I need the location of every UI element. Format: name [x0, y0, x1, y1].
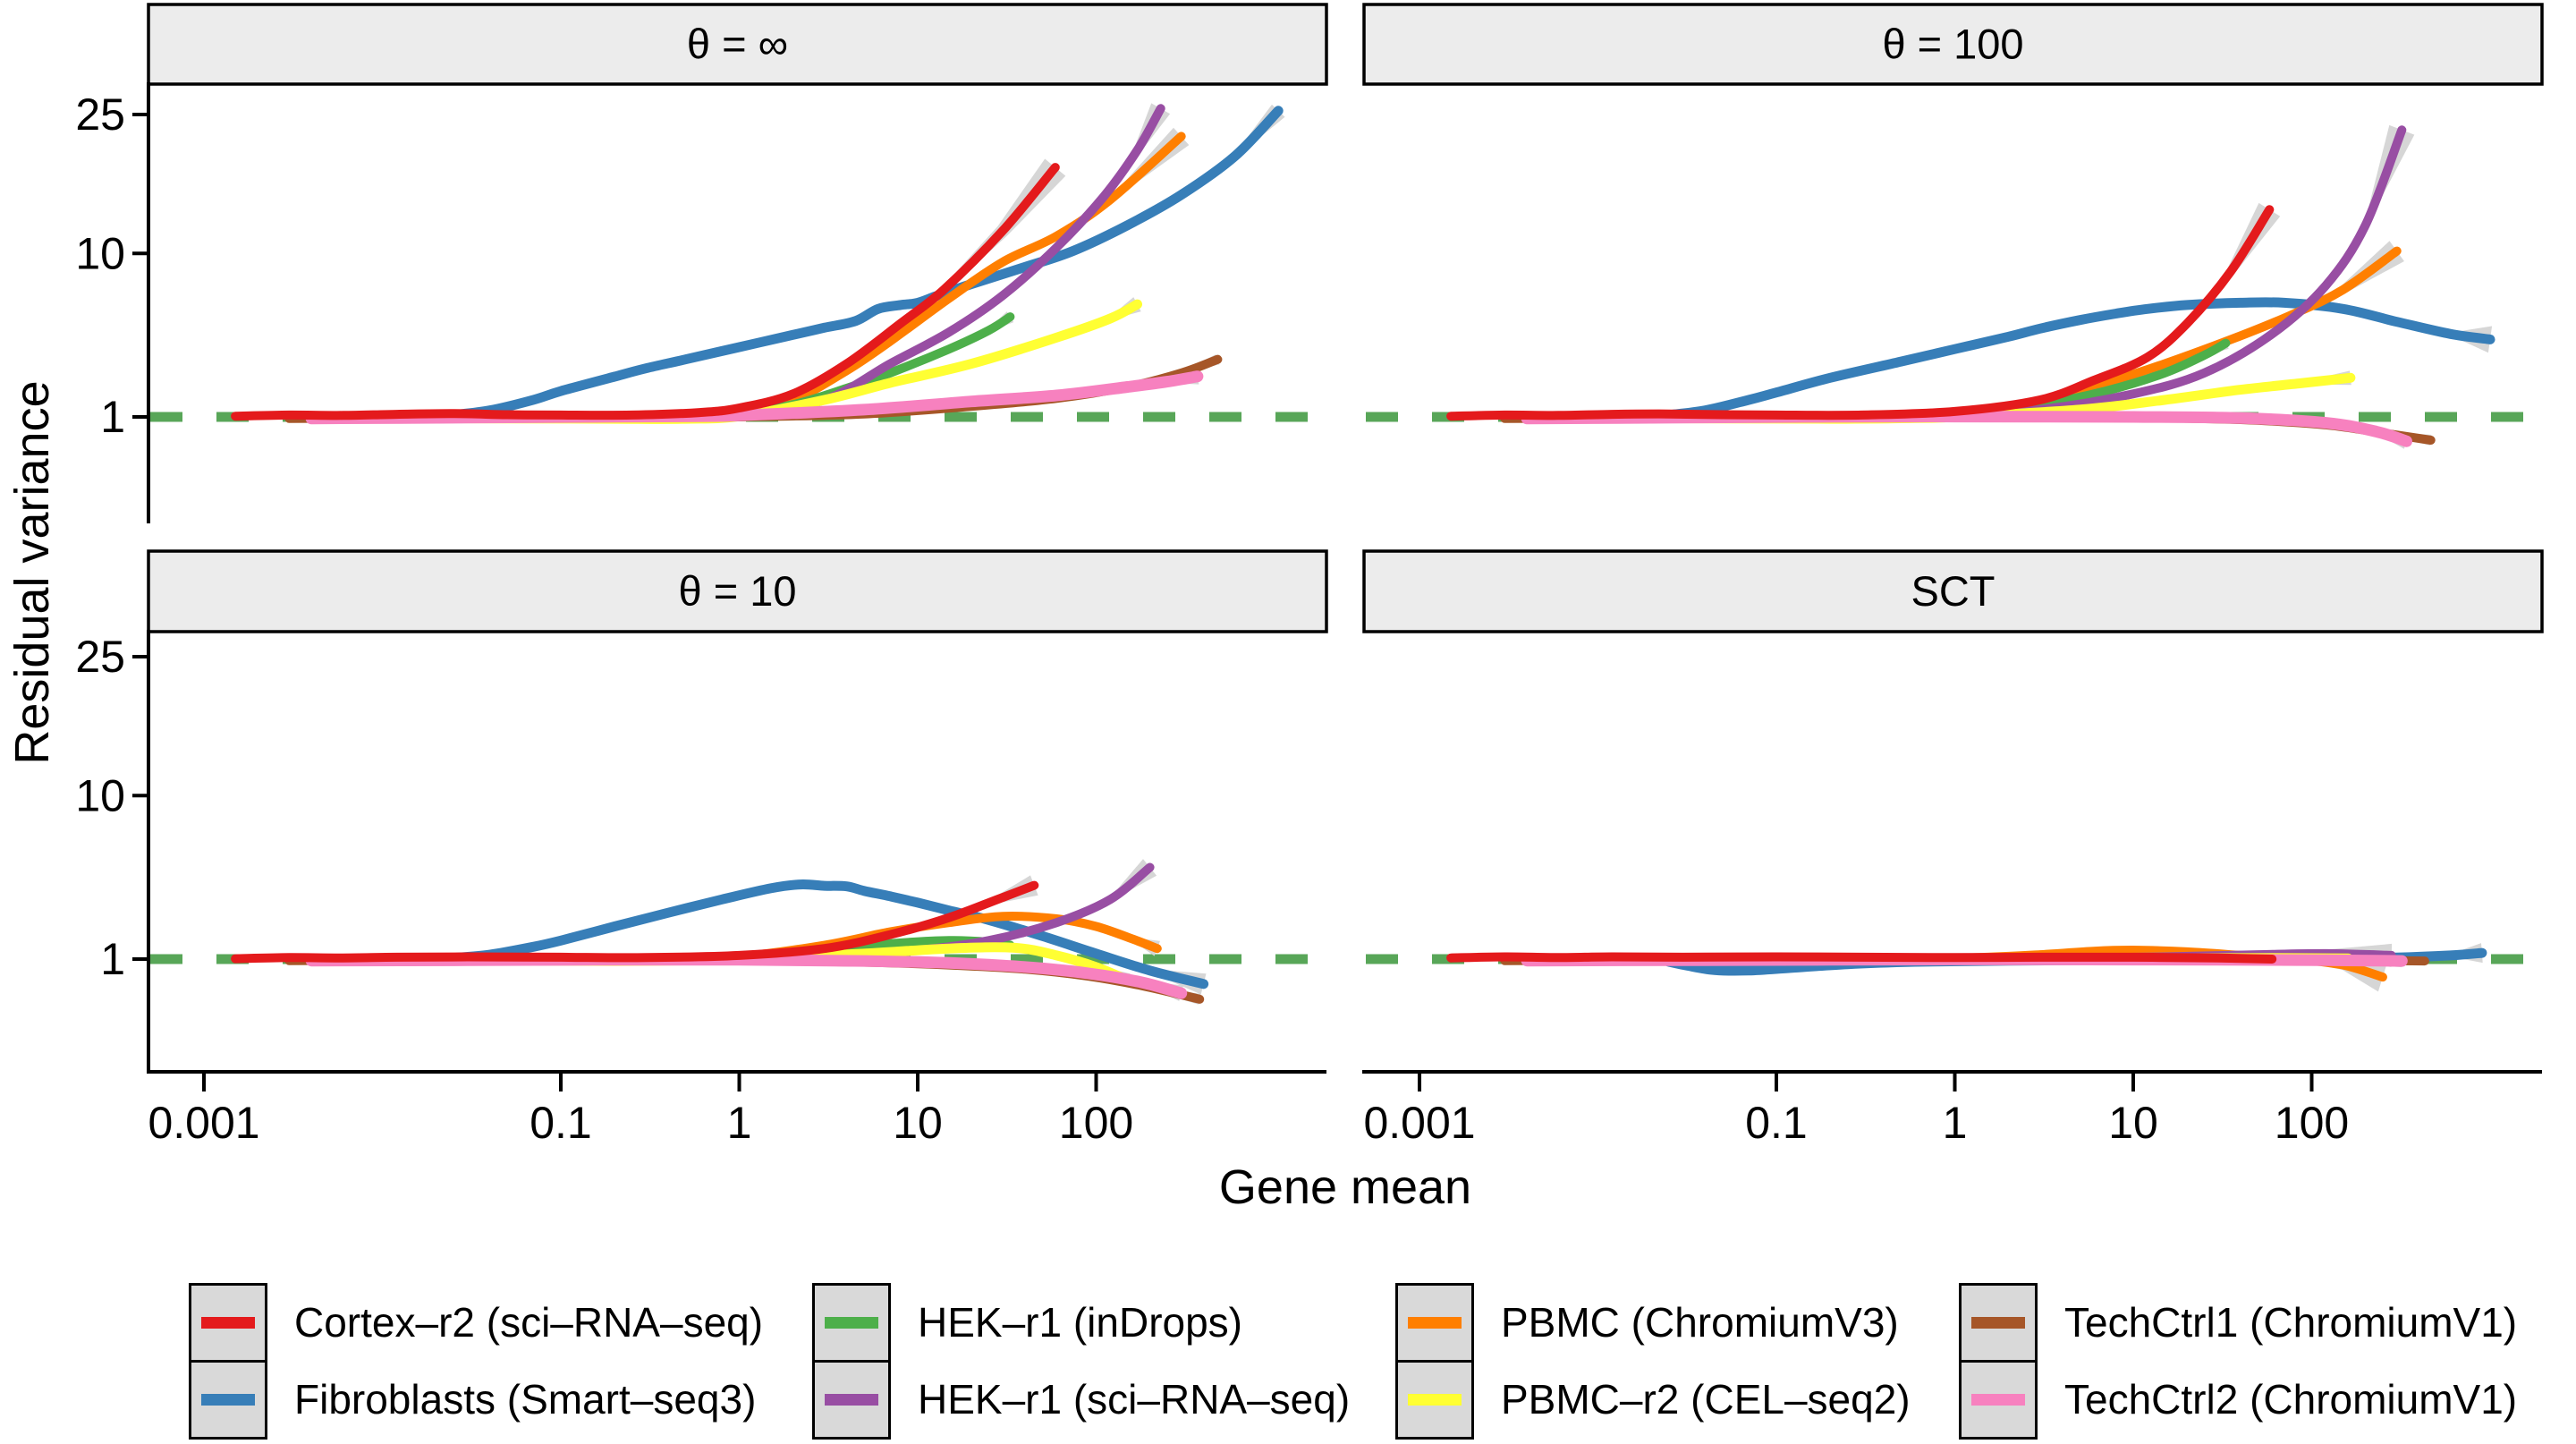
panel-sct	[1366, 943, 2540, 992]
y-tick-label-theta-10-0: 25	[75, 632, 125, 682]
panel-theta-10	[150, 859, 1325, 1005]
facet-strip-theta-100	[1362, 3, 2544, 86]
curve-hek_sci-theta-100	[1539, 125, 2407, 422]
curve-techctrl2-theta-100	[1521, 411, 2412, 447]
y-tick-label-theta-inf-0: 25	[75, 89, 125, 140]
curve-fibroblasts-theta-inf	[448, 106, 1284, 420]
x-tick-label-theta-10-0: 0.001	[148, 1098, 259, 1148]
facet-strip-theta-inf	[147, 3, 1328, 86]
x-tick-label-theta-10-1: 0.1	[530, 1098, 592, 1148]
curve-fibroblasts-theta-100	[1664, 297, 2496, 420]
x-tick-label-sct-4: 100	[2275, 1098, 2349, 1148]
panel-theta-100	[1366, 124, 2540, 449]
x-tick-label-theta-10-3: 10	[893, 1098, 943, 1148]
curve-cortex-theta-10	[231, 880, 1039, 964]
facet-title-theta-100: θ = 100	[1882, 21, 2023, 68]
curve-hek_sci-theta-inf	[324, 104, 1165, 422]
x-tick-label-sct-0: 0.001	[1363, 1098, 1475, 1148]
x-tick-label-theta-10-4: 100	[1059, 1098, 1133, 1148]
facet-strip-sct	[1362, 549, 2544, 633]
y-tick-label-theta-inf-1: 10	[75, 228, 125, 278]
curve-techctrl2-theta-10	[305, 954, 1188, 999]
curve-cortex-sct	[1446, 952, 2277, 964]
y-tick-label-theta-10-2: 1	[100, 934, 125, 984]
facet-title-sct: SCT	[1911, 567, 1996, 615]
y-axis-title: Residual variance	[5, 380, 59, 765]
curve-cortex-theta-inf	[231, 163, 1060, 421]
curve-cortex-theta-100	[1446, 205, 2275, 421]
ci-band-pbmc-theta-100	[2293, 241, 2404, 315]
x-axis-title: Gene mean	[1218, 1160, 1472, 1214]
y-tick-label-theta-inf-2: 1	[100, 392, 125, 442]
facet-title-theta-inf: θ = ∞	[687, 21, 788, 68]
x-tick-label-sct-3: 10	[2108, 1098, 2158, 1148]
x-tick-label-theta-10-2: 1	[727, 1098, 752, 1148]
panel-theta-inf	[150, 103, 1325, 425]
x-tick-label-sct-1: 0.1	[1745, 1098, 1808, 1148]
y-tick-label-theta-10-1: 10	[75, 770, 125, 820]
facet-title-theta-10: θ = 10	[679, 567, 797, 615]
curve-fibroblasts-theta-10	[448, 879, 1209, 990]
x-tick-label-sct-2: 1	[1943, 1098, 1968, 1148]
facet-strip-theta-10	[147, 549, 1328, 633]
